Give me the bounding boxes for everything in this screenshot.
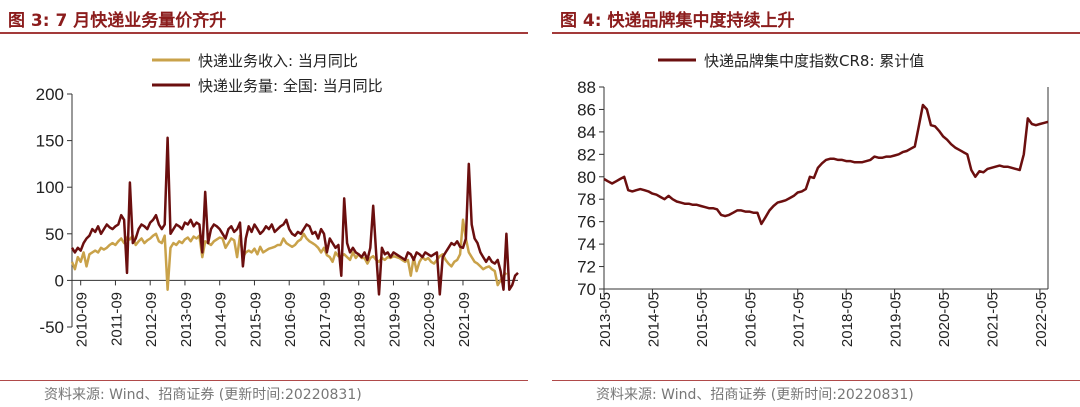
left-legend-label-1: 快递业务收入: 当月同比: [198, 52, 358, 70]
right-y-tick-label: 80: [577, 168, 596, 187]
left-chart-title: 图 3: 7 月快递业务量价齐升: [8, 11, 227, 31]
right-x-tick-label: 2014-05: [645, 292, 662, 347]
right-x-tick-label: 2016-05: [742, 292, 759, 347]
left-y-tick-label: 150: [36, 132, 64, 151]
right-y-tick-label: 88: [577, 78, 596, 97]
left-y-tick-label: 100: [36, 178, 64, 197]
left-source-note: 资料来源: Wind、招商证券 (更新时间:20220831): [44, 387, 362, 403]
right-y-tick-label: 82: [577, 145, 596, 164]
right-x-tick-label: 2015-05: [694, 292, 711, 347]
right-y-tick-label: 72: [577, 258, 596, 277]
left-x-tick-label: 2010-09: [74, 292, 91, 347]
left-legend-label-2: 快递业务量: 全国: 当月同比: [198, 77, 383, 95]
right-x-tick-label: 2018-05: [839, 292, 856, 347]
left-chart-svg: -50 0 50 100 150 200 2010-09 2011-09 2012-09 2013…: [36, 52, 519, 347]
left-y-tick-label: 0: [55, 271, 64, 290]
left-x-tick-label: 2018-09: [352, 292, 369, 347]
right-x-tick-label: 2022-05: [1033, 292, 1050, 347]
right-x-tick-label: 2020-05: [936, 292, 953, 347]
right-series-line-1: [603, 103, 1049, 226]
left-y-tick-label: 50: [45, 225, 64, 244]
left-series-line-2: [70, 136, 519, 296]
left-y-tick-label: 200: [36, 85, 64, 104]
right-y-tick-label: 78: [577, 190, 596, 209]
right-y-tick-label: 76: [577, 213, 596, 232]
right-x-tick-label: 2013-05: [597, 292, 614, 347]
right-chart-panel: 图 4: 快递品牌集中度持续上升 70 72 74 76 78 80 82 84 86 88 201…: [552, 0, 1080, 407]
left-x-tick-label: 2015-09: [247, 292, 264, 347]
left-x-tick-label: 2011-09: [108, 292, 125, 346]
right-y-tick-label: 86: [577, 100, 596, 119]
right-chart-title: 图 4: 快递品牌集中度持续上升: [560, 11, 795, 31]
left-x-tick-label: 2012-09: [143, 292, 160, 347]
left-title-rule: [0, 32, 528, 34]
left-x-tick-label: 2016-09: [282, 292, 299, 347]
left-x-tick-label: 2020-09: [421, 292, 438, 347]
right-title-rule: [552, 32, 1080, 34]
left-chart-panel: 图 3: 7 月快递业务量价齐升 -50 0 50 100 150 200 2010-09 2…: [0, 0, 528, 407]
right-x-tick-label: 2019-05: [888, 292, 905, 347]
left-y-tick-label: -50: [39, 318, 64, 337]
left-x-tick-label: 2014-09: [213, 292, 230, 347]
left-bottom-rule: [0, 380, 528, 381]
right-bottom-rule: [552, 380, 1080, 381]
right-chart-svg: 70 72 74 76 78 80 82 84 86 88 2013-05 2014-05 2015-0…: [577, 52, 1050, 347]
left-x-tick-label: 2021-09: [456, 292, 473, 347]
left-series-line-1: [70, 218, 508, 291]
right-y-tick-label: 84: [577, 123, 596, 142]
right-y-tick-label: 70: [577, 280, 596, 299]
right-x-tick-label: 2021-05: [984, 292, 1001, 347]
right-source-note: 资料来源: Wind、招商证券 (更新时间:20220831): [596, 387, 914, 403]
left-x-tick-label: 2013-09: [178, 292, 195, 347]
right-y-tick-label: 74: [577, 235, 596, 254]
right-legend-label-1: 快递品牌集中度指数CR8: 累计值: [704, 52, 924, 70]
right-x-tick-label: 2017-05: [791, 292, 808, 347]
left-x-tick-label: 2017-09: [317, 292, 334, 347]
left-x-tick-label: 2019-09: [386, 292, 403, 347]
